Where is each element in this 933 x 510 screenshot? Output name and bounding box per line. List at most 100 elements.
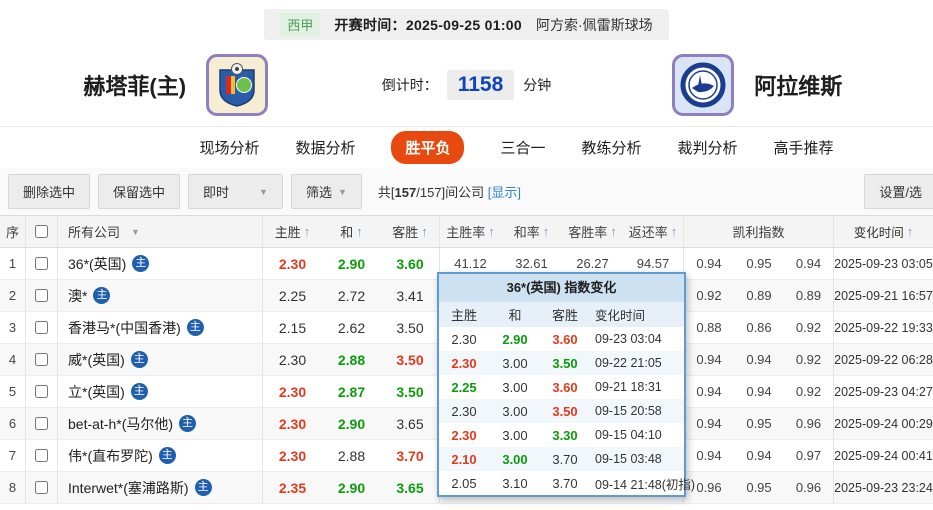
- popup-col-away: 客胜: [551, 308, 578, 323]
- col-payout-rate[interactable]: 返还率 ↑: [623, 216, 684, 247]
- delete-selected-button[interactable]: 删除选中: [8, 174, 91, 209]
- kelly-value: 0.92: [784, 312, 834, 343]
- odds-value[interactable]: 3.41: [381, 280, 440, 311]
- sort-asc-icon: ↑: [610, 224, 617, 239]
- kelly-value: 0.94: [696, 384, 722, 399]
- col-draw-odds[interactable]: 和 ↑: [340, 224, 363, 240]
- sort-asc-icon: ↑: [303, 224, 311, 239]
- filter-dropdown[interactable]: 筛选 ▼: [290, 174, 362, 209]
- popup-change-time: 09-15 03:48: [595, 452, 662, 466]
- kelly-value: 0.95: [746, 480, 772, 495]
- change-time: 2025-09-22 06:28: [834, 352, 933, 367]
- row-index: 1: [0, 248, 26, 279]
- sort-asc-icon: ↑: [670, 224, 678, 239]
- select-all-cell: [26, 216, 58, 247]
- kelly-value: 0.94: [746, 352, 772, 367]
- popup-col-home: 主胜: [450, 308, 477, 323]
- tab-裁判分析[interactable]: 裁判分析: [677, 140, 738, 157]
- company-name[interactable]: 澳* 主: [58, 280, 263, 311]
- odds-value[interactable]: 2.72: [337, 287, 366, 304]
- odds-value[interactable]: 2.62: [337, 319, 366, 336]
- away-team-block: 阿拉维斯: [582, 54, 933, 116]
- odds-value[interactable]: 2.90: [337, 479, 366, 496]
- teams-header: 赫塔菲(主) 倒计时： 1158 分钟 阿拉维斯: [0, 44, 933, 126]
- company-name[interactable]: 36*(英国) 主: [58, 248, 263, 279]
- kelly-value: 0.96: [696, 480, 722, 495]
- settings-select-button[interactable]: 设置/选: [864, 174, 933, 209]
- popup-away-odds: 3.70: [552, 451, 578, 467]
- row-checkbox[interactable]: [35, 353, 48, 366]
- change-time: 2025-09-23 04:27: [834, 384, 933, 399]
- row-checkbox[interactable]: [35, 417, 48, 430]
- tab-胜平负[interactable]: 胜平负: [391, 131, 465, 164]
- popup-home-odds: 2.05: [451, 475, 477, 491]
- company-name[interactable]: Interwet*(塞浦路斯) 主: [58, 472, 263, 503]
- kelly-value: 0.94: [696, 448, 722, 463]
- home-team-block: 赫塔菲(主): [0, 54, 352, 116]
- odds-value[interactable]: 2.30: [278, 351, 307, 368]
- tab-现场分析[interactable]: 现场分析: [199, 140, 260, 157]
- odds-value[interactable]: 2.30: [278, 383, 307, 400]
- odds-value[interactable]: 3.65: [381, 408, 440, 439]
- main-company-icon: 主: [186, 319, 204, 336]
- odds-value[interactable]: 2.15: [278, 319, 307, 336]
- popup-draw-odds: 3.00: [502, 403, 528, 419]
- odds-value[interactable]: 2.25: [278, 287, 307, 304]
- odds-value[interactable]: 3.50: [381, 376, 440, 407]
- sort-asc-icon: ↑: [906, 224, 914, 239]
- change-time: 2025-09-23 23:24: [834, 480, 933, 495]
- show-link[interactable]: [显示]: [487, 185, 522, 200]
- col-home-odds[interactable]: 主胜 ↑: [274, 224, 311, 240]
- odds-value[interactable]: 2.87: [337, 383, 366, 400]
- kelly-value: 0.96: [784, 408, 834, 439]
- odds-value[interactable]: 3.70: [381, 440, 440, 471]
- odds-value[interactable]: 2.88: [337, 447, 366, 464]
- col-company[interactable]: 所有公司 ▼: [58, 216, 263, 247]
- row-checkbox[interactable]: [35, 289, 48, 302]
- rate-value: 26.27: [576, 256, 609, 271]
- tab-三合一[interactable]: 三合一: [500, 140, 546, 157]
- company-name[interactable]: 威*(英国) 主: [58, 344, 263, 375]
- tab-教练分析[interactable]: 教练分析: [581, 140, 642, 157]
- odds-value[interactable]: 3.60: [381, 248, 440, 279]
- col-away-odds[interactable]: 客胜 ↑: [381, 216, 440, 247]
- live-odds-dropdown[interactable]: 即时 ▼: [188, 174, 283, 209]
- odds-value[interactable]: 3.65: [381, 472, 440, 503]
- company-name[interactable]: bet-at-h*(马尔他) 主: [58, 408, 263, 439]
- col-away-rate[interactable]: 客胜率 ↑: [568, 224, 617, 240]
- select-all-checkbox[interactable]: [35, 225, 48, 238]
- away-team-logo: [672, 54, 735, 116]
- col-home-rate[interactable]: 主胜率 ↑: [446, 224, 495, 240]
- row-checkbox[interactable]: [35, 481, 48, 494]
- row-checkbox[interactable]: [35, 257, 48, 270]
- company-label: 澳*: [68, 287, 88, 304]
- odds-value[interactable]: 2.35: [278, 479, 307, 496]
- tab-数据分析[interactable]: 数据分析: [295, 140, 356, 157]
- popup-away-odds: 3.60: [552, 331, 578, 347]
- row-checkbox[interactable]: [35, 321, 48, 334]
- company-name[interactable]: 立*(英国) 主: [58, 376, 263, 407]
- odds-value[interactable]: 3.50: [381, 344, 440, 375]
- odds-value[interactable]: 2.90: [337, 255, 366, 272]
- company-name[interactable]: 伟*(直布罗陀) 主: [58, 440, 263, 471]
- kelly-value: 0.92: [696, 288, 722, 303]
- odds-value[interactable]: 2.30: [278, 415, 307, 432]
- row-checkbox[interactable]: [35, 385, 48, 398]
- odds-value[interactable]: 2.30: [278, 447, 307, 464]
- popup-history-row: 2.10 3.00 3.70 09-15 03:48: [439, 447, 684, 471]
- odds-value[interactable]: 3.50: [381, 312, 440, 343]
- row-checkbox[interactable]: [35, 449, 48, 462]
- match-info-bar: 西甲 开赛时间：2025-09-25 01:00 阿方索·佩雷斯球场: [0, 0, 933, 40]
- odds-value[interactable]: 2.30: [278, 255, 307, 272]
- odds-value[interactable]: 2.88: [337, 351, 366, 368]
- company-label: 36*(英国): [68, 255, 127, 272]
- main-company-icon: 主: [194, 479, 212, 496]
- keep-selected-button[interactable]: 保留选中: [98, 174, 181, 209]
- company-name[interactable]: 香港马*(中国香港) 主: [58, 312, 263, 343]
- col-draw-rate[interactable]: 和率 ↑: [513, 224, 550, 240]
- away-crest-icon: [680, 62, 726, 108]
- odds-value[interactable]: 2.90: [337, 415, 366, 432]
- tab-高手推荐[interactable]: 高手推荐: [773, 140, 834, 157]
- col-change-time[interactable]: 变化时间 ↑: [853, 224, 914, 240]
- odds-table-header: 序 所有公司 ▼ 主胜 ↑ 和 ↑ 客胜 ↑ 主胜率 ↑ 和率 ↑ 客胜率 ↑ 返还率 ↑ 凯利…: [0, 215, 933, 248]
